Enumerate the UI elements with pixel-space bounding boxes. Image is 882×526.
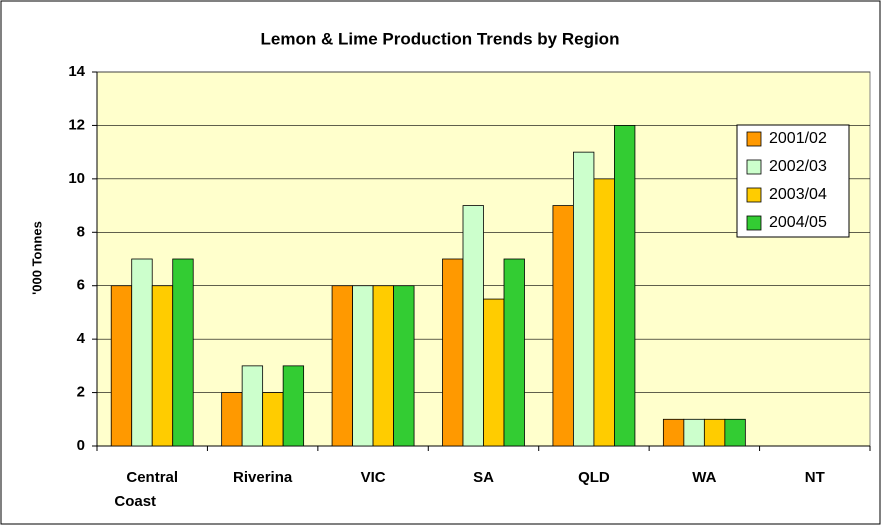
bar <box>593 178 615 447</box>
bar <box>614 125 636 447</box>
bar <box>172 258 194 447</box>
x-tick-label: VIC <box>361 469 386 486</box>
x-tick-label: NT <box>805 469 825 486</box>
bar <box>703 418 726 447</box>
bar <box>352 285 374 447</box>
legend-swatch <box>746 187 762 203</box>
bar <box>221 392 243 447</box>
y-tick-label: 6 <box>77 277 85 294</box>
legend-swatch <box>746 215 762 231</box>
bar <box>282 365 305 447</box>
legend-label: 2003/04 <box>769 186 827 203</box>
bar <box>662 418 685 447</box>
legend-label: 2001/02 <box>769 130 827 147</box>
y-tick-label: 0 <box>77 437 85 454</box>
legend-swatch <box>746 159 762 175</box>
bar <box>573 151 595 447</box>
bar <box>442 258 464 447</box>
bar <box>110 285 133 447</box>
y-tick-label: 4 <box>77 330 86 347</box>
bar <box>683 418 705 447</box>
legend-label: 2004/05 <box>769 214 827 231</box>
bar <box>552 205 574 447</box>
bar <box>262 392 284 447</box>
bar <box>393 285 415 447</box>
x-tick-label: WA <box>692 469 716 486</box>
bar <box>483 298 505 447</box>
bar <box>241 365 264 447</box>
y-tick-label: 14 <box>68 63 85 80</box>
x-tick-label: QLD <box>578 469 610 486</box>
bar <box>503 258 525 447</box>
bar <box>724 418 746 447</box>
legend-swatch <box>746 131 762 147</box>
bar <box>462 205 484 447</box>
y-tick-label: 12 <box>68 116 85 133</box>
x-tick-label: Central Coast <box>114 469 178 510</box>
bar <box>151 285 174 447</box>
y-tick-label: 8 <box>77 223 85 240</box>
x-tick-label: Riverina <box>233 469 293 486</box>
y-tick-label: 10 <box>68 170 85 187</box>
x-tick-label: SA <box>473 469 494 486</box>
chart-title: Lemon & Lime Production Trends by Region <box>261 29 620 48</box>
y-axis-label: '000 Tonnes <box>29 221 44 295</box>
bar <box>131 258 153 447</box>
legend-label: 2002/03 <box>769 158 827 175</box>
y-tick-label: 2 <box>77 384 85 401</box>
bar <box>372 285 394 447</box>
bar <box>331 285 353 447</box>
